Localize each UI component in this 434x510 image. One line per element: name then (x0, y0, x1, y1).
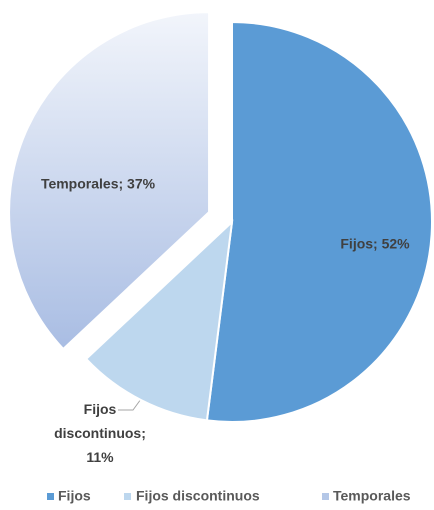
pie-slice (8, 11, 211, 351)
data-label: Fijos; 52% (340, 236, 410, 252)
data-label: Temporales; 37% (41, 176, 156, 192)
legend-label: Temporales (333, 488, 411, 504)
data-label: Fijos discontinuos; 11% (54, 401, 146, 465)
pie-slice (205, 20, 433, 423)
legend-swatch (47, 493, 54, 500)
leader-line (118, 398, 142, 411)
legend-label: Fijos (58, 488, 91, 504)
legend-swatch (322, 493, 329, 500)
legend-label: Fijos discontinuos (136, 488, 260, 504)
pie-slice (84, 219, 234, 422)
legend-swatch (124, 493, 131, 500)
